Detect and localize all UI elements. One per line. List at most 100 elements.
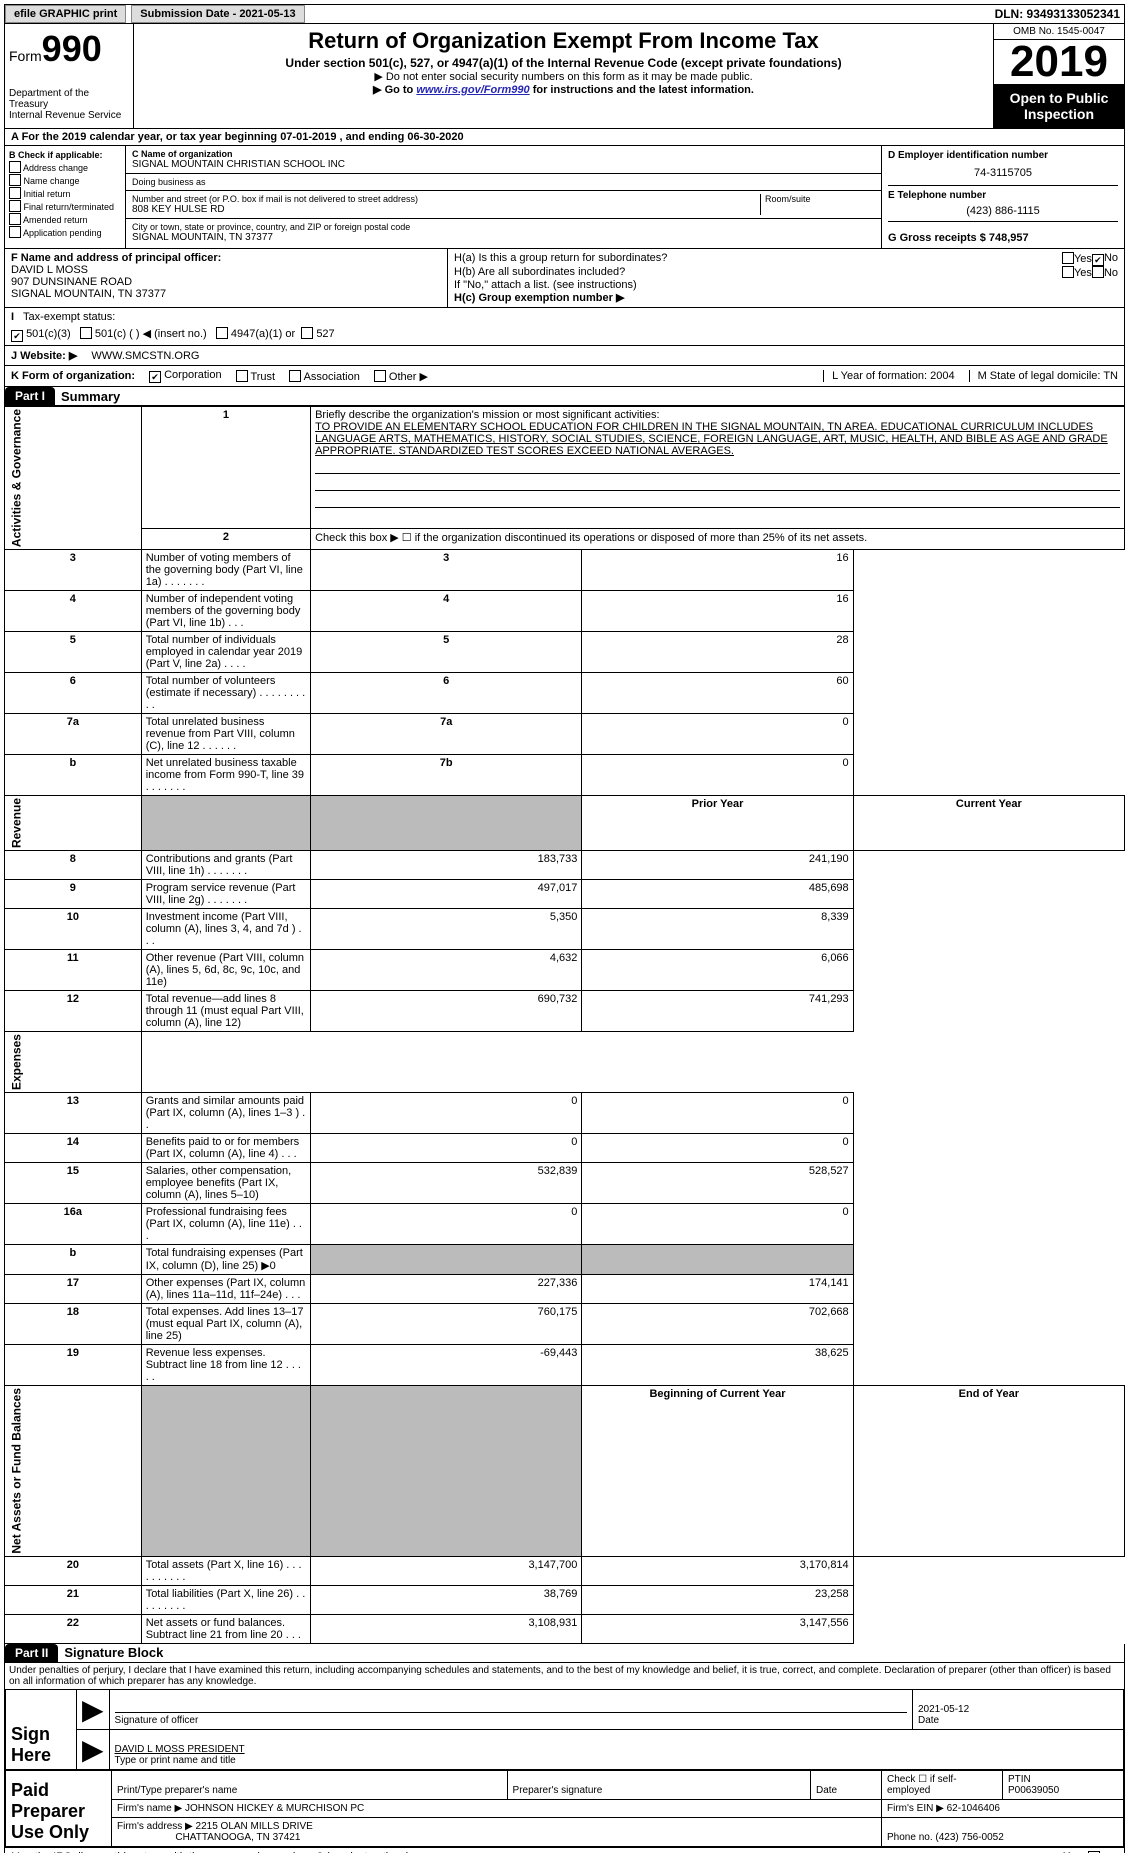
col-h: H(a) Is this a group return for subordin… [448, 249, 1124, 307]
row-klm: K Form of organization: Corporation Trus… [4, 366, 1125, 387]
firm-name-label: Firm's name ▶ [117, 1803, 182, 1814]
declaration-text: Under penalties of perjury, I declare th… [5, 1663, 1124, 1689]
hdr-prior: Prior Year [692, 798, 744, 810]
sig-name: DAVID L MOSS PRESIDENT [115, 1744, 1118, 1755]
hdr-beg: Beginning of Current Year [649, 1388, 785, 1400]
year-formation: L Year of formation: 2004 [823, 370, 955, 382]
part2-title: Signature Block [58, 1645, 163, 1660]
firm-addr-label: Firm's address ▶ [117, 1821, 193, 1832]
header-title-block: Return of Organization Exempt From Incom… [134, 24, 993, 128]
room-label: Room/suite [765, 194, 875, 204]
sig-name-label: Type or print name and title [115, 1755, 236, 1766]
form-title: Return of Organization Exempt From Incom… [142, 28, 985, 54]
hb-no[interactable]: No [1092, 266, 1118, 279]
open-public: Open to Public Inspection [994, 84, 1124, 128]
firm-addr2: CHATTANOOGA, TN 37421 [175, 1832, 300, 1843]
dept-line2: Internal Revenue Service [9, 110, 129, 121]
state-domicile: M State of legal domicile: TN [969, 370, 1118, 382]
table-row: 19Revenue less expenses. Subtract line 1… [5, 1345, 1125, 1386]
hc-text: H(c) Group exemption number ▶ [454, 292, 624, 304]
website-value: WWW.SMCSTN.ORG [91, 350, 199, 362]
q2-text: Check this box ▶ ☐ if the organization d… [311, 529, 1125, 550]
paid-preparer-table: Paid Preparer Use Only Print/Type prepar… [5, 1770, 1124, 1847]
irs-link[interactable]: www.irs.gov/Form990 [416, 84, 529, 96]
cb-501c[interactable] [80, 327, 92, 339]
part2-num: Part II [5, 1644, 58, 1662]
sign-here-label: Sign Here [6, 1689, 77, 1769]
part2-block: Under penalties of perjury, I declare th… [4, 1663, 1125, 1853]
part2-bar: Part II Signature Block [4, 1644, 1125, 1663]
cb-amended[interactable]: Amended return [9, 213, 121, 225]
col-c: C Name of organization SIGNAL MOUNTAIN C… [126, 146, 881, 248]
cb-name[interactable]: Name change [9, 174, 121, 186]
cb-trust[interactable]: Trust [236, 370, 276, 383]
block-bcde: B Check if applicable: Address change Na… [4, 146, 1125, 249]
sig-officer-label: Signature of officer [115, 1715, 199, 1726]
phone-value: (423) 886-1115 [888, 201, 1118, 222]
table-row: 6Total number of volunteers (estimate if… [5, 673, 1125, 714]
cb-527[interactable] [301, 327, 313, 339]
ha-yes[interactable]: Yes [1062, 252, 1092, 266]
prep-phone-label: Phone no. [887, 1832, 933, 1843]
form-prefix: Form [9, 48, 42, 64]
cb-501c3[interactable] [11, 330, 23, 342]
cb-other[interactable]: Other ▶ [374, 370, 428, 383]
table-row: 22Net assets or fund balances. Subtract … [5, 1614, 1125, 1643]
col-b: B Check if applicable: Address change Na… [5, 146, 126, 248]
form-header: Form990 Department of the Treasury Inter… [4, 24, 1125, 129]
prep-sig-label: Preparer's signature [507, 1770, 810, 1799]
table-row: bTotal fundraising expenses (Part IX, co… [5, 1245, 1125, 1275]
side-exp: Expenses [5, 1032, 142, 1093]
table-row: 7aTotal unrelated business revenue from … [5, 714, 1125, 755]
prep-name-label: Print/Type preparer's name [112, 1770, 508, 1799]
org-name-label: C Name of organization [132, 149, 233, 159]
cb-initial[interactable]: Initial return [9, 187, 121, 199]
prep-phone: (423) 756-0052 [935, 1832, 1003, 1843]
table-row: 18Total expenses. Add lines 13–17 (must … [5, 1304, 1125, 1345]
subtitle-2: ▶ Do not enter social security numbers o… [142, 70, 985, 83]
part1-bar: Part I Summary [4, 387, 1125, 406]
cb-4947[interactable] [216, 327, 228, 339]
ha-no[interactable]: No [1092, 252, 1118, 266]
table-row: 11Other revenue (Part VIII, column (A), … [5, 950, 1125, 991]
ln-2: 2 [141, 529, 310, 550]
hdr-curr: Current Year [956, 798, 1022, 810]
subtitle-3-pre: ▶ Go to [373, 84, 416, 96]
ptin-value: P00639050 [1008, 1785, 1059, 1796]
form-label: Form990 Department of the Treasury Inter… [5, 24, 134, 128]
side-ag: Activities & Governance [5, 407, 142, 550]
hb-yes[interactable]: Yes [1062, 266, 1092, 279]
table-row: 15Salaries, other compensation, employee… [5, 1163, 1125, 1204]
irs-no[interactable]: No [1088, 1851, 1118, 1853]
ein-label: D Employer identification number [888, 150, 1118, 161]
table-row: 21Total liabilities (Part X, line 26) . … [5, 1585, 1125, 1614]
phone-label: E Telephone number [888, 186, 1118, 201]
dba-label: Doing business as [132, 177, 875, 187]
gross-receipts: G Gross receipts $ 748,957 [888, 232, 1029, 244]
website-label: J Website: ▶ [11, 349, 77, 362]
table-row: 13Grants and similar amounts paid (Part … [5, 1093, 1125, 1134]
submission-date: Submission Date - 2021-05-13 [131, 5, 304, 23]
col-b-title: B Check if applicable: [9, 150, 103, 160]
row-ij: I Tax-exempt status: 501(c)(3) 501(c) ( … [4, 308, 1125, 346]
table-row: 5Total number of individuals employed in… [5, 632, 1125, 673]
cb-address[interactable]: Address change [9, 161, 121, 173]
cb-final[interactable]: Final return/terminated [9, 200, 121, 212]
prep-check[interactable]: Check ☐ if self-employed [882, 1770, 1003, 1799]
dept-line1: Department of the Treasury [9, 88, 129, 110]
officer-addr1: 907 DUNSINANE ROAD [11, 276, 441, 288]
firm-name: JOHNSON HICKEY & MURCHISON PC [185, 1803, 364, 1814]
table-row: 14Benefits paid to or for members (Part … [5, 1134, 1125, 1163]
h-note: If "No," attach a list. (see instruction… [454, 279, 1118, 291]
irs-yes[interactable]: Yes [1048, 1851, 1082, 1853]
cb-assoc[interactable]: Association [289, 370, 360, 383]
cb-corp[interactable]: Corporation [149, 369, 222, 383]
city-label: City or town, state or province, country… [132, 222, 875, 232]
block-fh: F Name and address of principal officer:… [4, 249, 1125, 308]
firm-ein: 62-1046406 [947, 1803, 1000, 1814]
dln: DLN: 93493133052341 [995, 7, 1124, 21]
table-row: 4Number of independent voting members of… [5, 591, 1125, 632]
cb-pending[interactable]: Application pending [9, 226, 121, 238]
topbar: efile GRAPHIC print Submission Date - 20… [4, 4, 1125, 24]
tax-year: 2019 [994, 40, 1124, 84]
